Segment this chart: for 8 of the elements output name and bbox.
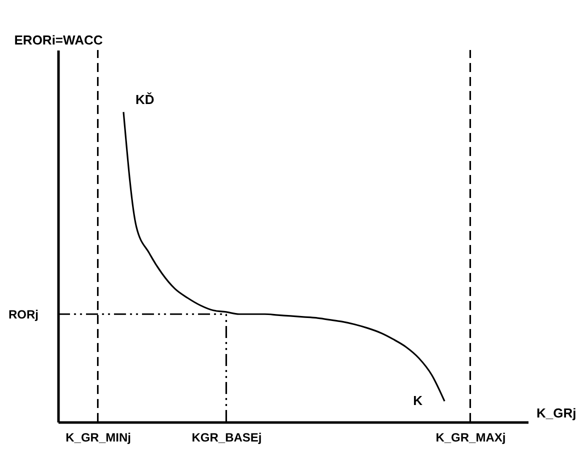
- text: KĎ: [135, 92, 154, 107]
- annotation: K: [413, 393, 424, 408]
- x-tick-label: K_GR_MAXj: [436, 430, 506, 444]
- x-tick-label: KGR_BASEj: [192, 430, 262, 444]
- ref-line-label: RORj: [8, 308, 38, 322]
- x-axis-title: K_GRj: [536, 406, 576, 420]
- y-axis-title: ERORi=WACC: [14, 32, 104, 48]
- x-tick-label: K_GR_MINj: [66, 430, 131, 444]
